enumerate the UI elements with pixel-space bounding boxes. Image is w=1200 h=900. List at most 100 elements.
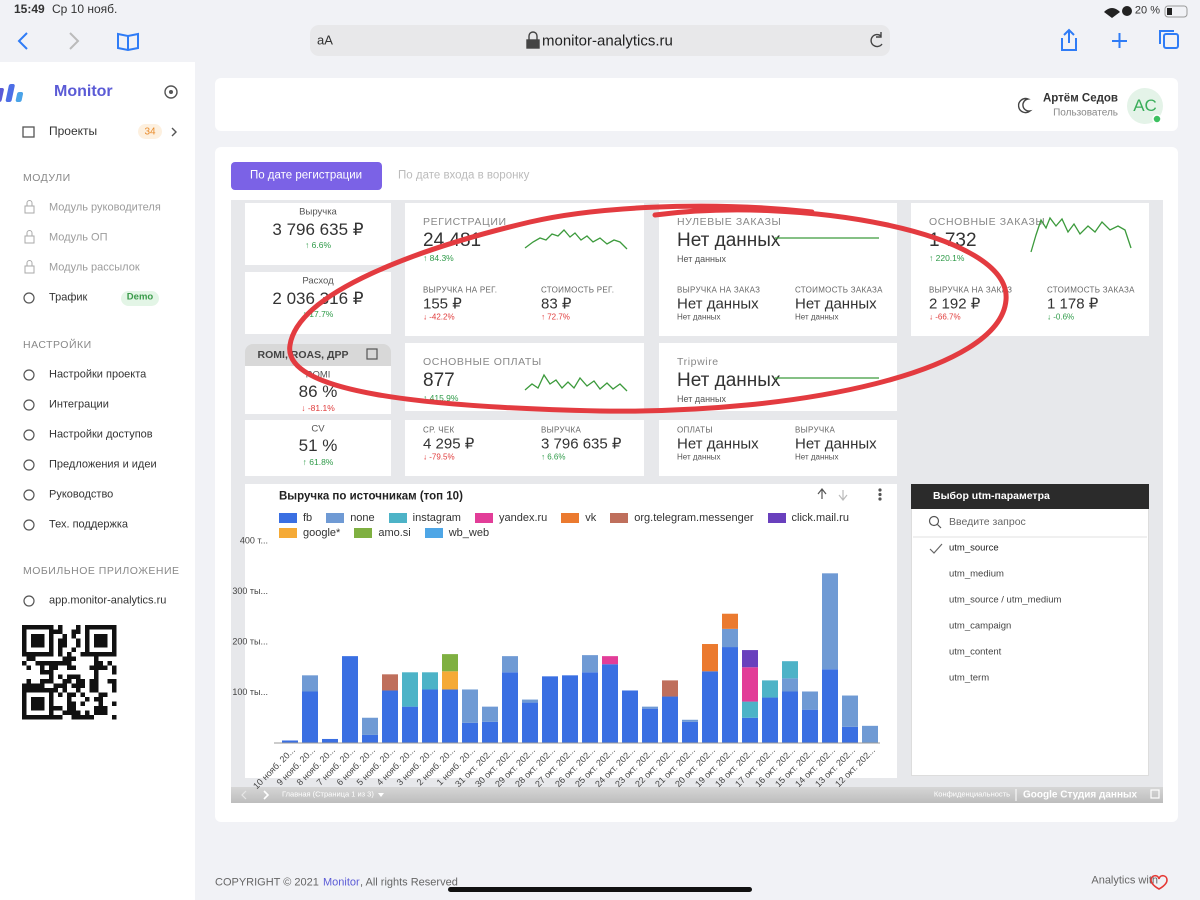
analytics-label: Analytics with <box>1091 874 1158 887</box>
change: 84.3% <box>423 253 454 264</box>
nav-item: Модуль ОП <box>49 231 108 244</box>
new-tab-icon[interactable] <box>1112 33 1127 48</box>
metric-label: ROMI <box>305 369 331 381</box>
legend-swatch <box>354 527 373 538</box>
kpi-value: 877 <box>423 370 455 392</box>
legend-swatch <box>767 512 786 523</box>
legend-item[interactable]: org.telegram.messenger <box>610 511 754 524</box>
kpi-title: Tripwire <box>677 355 719 368</box>
legend-item[interactable]: instagram <box>388 511 461 524</box>
metric-value: 51 % <box>298 436 338 456</box>
url: monitor-analytics.ru <box>542 32 673 50</box>
brand: Monitor <box>54 82 113 100</box>
metric-label: CV <box>311 423 325 435</box>
badge: 34 <box>144 126 156 138</box>
legend-item[interactable]: fb <box>279 511 312 524</box>
legend-label: wb_web <box>448 526 490 539</box>
kpi-sub-value: 2 192 ₽ <box>929 295 981 313</box>
legend-item[interactable]: vk <box>561 511 596 524</box>
text-size: aA <box>317 32 333 48</box>
forward-icon[interactable] <box>69 32 80 50</box>
battery-level <box>1167 8 1172 15</box>
utm-option: utm_campaign <box>949 620 1012 632</box>
legend: fb none instagram yandex.ru vk org.telegram.m… <box>279 511 879 539</box>
legend-label: yandex.ru <box>498 511 548 524</box>
footer-brand: Monitor <box>323 876 360 889</box>
metric-value: 3 796 635 ₽ <box>272 220 364 240</box>
change: 6.6% <box>305 240 331 251</box>
legend-item[interactable]: click.mail.ru <box>767 511 849 524</box>
utm-option: utm_content <box>949 646 1002 658</box>
metric-label: Выручка <box>299 206 337 218</box>
kpi-sub-label: ВЫРУЧКА НА ЗАКАЗ <box>929 285 1013 295</box>
nav-item: Интеграции <box>49 398 109 411</box>
change: -0.6% <box>1047 312 1074 321</box>
user-name: Артём Седов <box>1042 92 1118 105</box>
page-label: Главная (Страница 1 из 3) <box>282 789 374 799</box>
nav-item: Тех. поддержка <box>49 518 129 531</box>
note: Нет данных <box>795 312 839 322</box>
kpi-sub-value: 155 ₽ <box>423 295 462 313</box>
metric-label: Расход <box>302 275 334 287</box>
tab: По дате входа в воронку <box>398 169 530 182</box>
metric-value: 86 % <box>298 382 338 402</box>
note: Нет данных <box>677 312 721 322</box>
nav-item: Предложения и идеи <box>49 458 157 471</box>
kpi-value: Нет данных <box>677 370 781 392</box>
group-title: ROMI, ROAS, ДРР <box>257 348 349 361</box>
tabs-icon[interactable] <box>1163 33 1179 49</box>
kpi-sub-label: ВЫРУЧКА НА РЕГ. <box>423 285 498 295</box>
nav-item: app.monitor-analytics.ru <box>49 594 167 607</box>
kpi-value: 24 481 <box>423 230 482 252</box>
change: 17.7% <box>303 309 333 320</box>
url-bar[interactable] <box>310 25 890 56</box>
rights: , All rights Reserved <box>360 876 458 889</box>
nav-item: Настройки проекта <box>49 368 147 381</box>
kpi-card <box>659 420 897 476</box>
legend-label: fb <box>303 511 313 524</box>
legend-label: org.telegram.messenger <box>634 511 754 524</box>
date: Ср 10 нояб. <box>52 2 118 17</box>
change: -42.2% <box>423 312 454 321</box>
legend-label: google* <box>303 526 341 539</box>
bookmarks-icon[interactable] <box>117 32 139 52</box>
back-icon[interactable] <box>17 32 28 50</box>
legend-swatch <box>474 512 493 523</box>
legend-item[interactable]: wb_web <box>424 526 490 539</box>
kpi-sub-label: ОПЛАТЫ <box>677 425 713 435</box>
legend-label: vk <box>585 511 597 524</box>
change: -79.5% <box>423 452 454 461</box>
kpi-sub-label: ВЫРУЧКА <box>541 425 582 435</box>
metric-value: 2 036 316 ₽ <box>272 289 364 309</box>
section-title: МОДУЛИ <box>23 171 71 184</box>
nav-item: Модуль руководителя <box>49 201 161 214</box>
change: -81.1% <box>301 403 335 414</box>
kpi-sub-value: 4 295 ₽ <box>423 435 475 453</box>
utm-option: utm_source / utm_medium <box>949 594 1062 606</box>
kpi-sub-label: ВЫРУЧКА НА ЗАКАЗ <box>677 285 761 295</box>
legend-item[interactable]: google* <box>279 526 340 539</box>
note: Нет данных <box>677 393 726 404</box>
search-placeholder: Введите запрос <box>949 515 1026 528</box>
kpi-value: Нет данных <box>677 230 781 252</box>
kpi-sub-value: 3 796 635 ₽ <box>541 435 622 453</box>
product-link: Google Студия данных <box>1023 789 1138 801</box>
utm-option: utm_source <box>949 542 999 554</box>
share-icon[interactable] <box>1061 28 1077 51</box>
legend-item[interactable]: yandex.ru <box>474 511 548 524</box>
note: Нет данных <box>677 253 726 264</box>
home-indicator <box>448 887 752 892</box>
note: Нет данных <box>677 452 721 462</box>
utm-option: utm_medium <box>949 568 1004 580</box>
kpi-title: ОСНОВНЫЕ ОПЛАТЫ <box>423 355 542 368</box>
nav-item: Трафик <box>49 291 88 304</box>
nav-item: Руководство <box>49 488 114 501</box>
nav-item: Настройки доступов <box>49 428 153 441</box>
change: 415.9% <box>423 393 459 404</box>
tab-active[interactable] <box>231 162 382 190</box>
time: 15:49 <box>14 2 45 17</box>
legend-item[interactable]: amo.si <box>354 526 411 539</box>
kpi-title: ОСНОВНЫЕ ЗАКАЗЫ <box>929 215 1046 228</box>
moon-status <box>1122 6 1132 16</box>
legend-item[interactable]: none <box>326 511 375 524</box>
